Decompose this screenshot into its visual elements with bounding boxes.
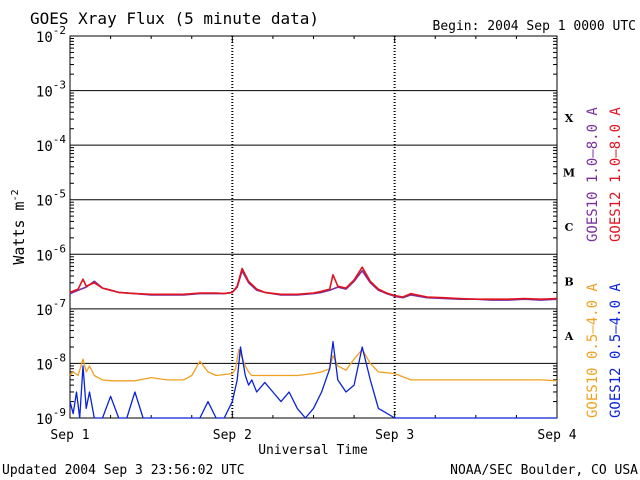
legend-entry: GOES10 1.0–8.0 A: [585, 107, 601, 242]
y-tick-exponent: -6: [53, 242, 66, 255]
y-tick-label: 10-7: [36, 297, 66, 319]
legend-entry: GOES12 1.0–8.0 A: [608, 107, 624, 242]
y-tick-exponent: -2: [53, 24, 66, 37]
y-tick-base: 10: [36, 30, 53, 46]
y-tick-exponent: -5: [53, 188, 66, 201]
y-tick-label: 10-3: [36, 79, 66, 101]
x-tick-label: Sep 2: [213, 428, 252, 443]
x-axis-label: Universal Time: [258, 443, 368, 458]
series-line: [69, 341, 557, 419]
series-lines: [69, 266, 558, 419]
y-tick-label: 10-6: [36, 242, 66, 264]
y-tick-label: 10-4: [36, 133, 66, 155]
x-tick-labels: Sep 1 Sep 2 Sep 3 Sep 4: [50, 428, 576, 443]
y-tick-base: 10: [36, 412, 53, 428]
legend-entry: GOES12 0.5–4.0 A: [608, 283, 624, 418]
y-axis-label: Watts m-2: [10, 189, 28, 264]
x-tick-label: Sep 1: [50, 428, 89, 443]
y-tick-label: 10-8: [36, 351, 66, 373]
y-tick-base: 10: [36, 303, 53, 319]
y-tick-label: 10-9: [36, 406, 66, 428]
y-axis-label-sup: -2: [10, 189, 21, 201]
flare-class-label: M: [563, 166, 575, 179]
y-axis-label-main: Watts m: [10, 201, 28, 264]
y-tick-base: 10: [36, 85, 53, 101]
y-tick-label: 10-2: [36, 24, 66, 46]
plot-area: [69, 35, 558, 419]
x-tick-label: Sep 3: [375, 428, 414, 443]
flare-class-label: X: [565, 112, 574, 125]
chart-title: GOES Xray Flux (5 minute data): [30, 9, 319, 28]
y-tick-labels: 10-210-310-410-510-610-710-810-9: [36, 24, 66, 428]
flare-class-label: A: [564, 330, 574, 343]
legend: GOES10 1.0–8.0 A GOES12 1.0–8.0 A GOES10 0…: [585, 107, 624, 418]
legend-entry: GOES10 0.5–4.0 A: [585, 283, 601, 418]
y-tick-exponent: -4: [53, 133, 67, 146]
y-tick-exponent: -8: [53, 351, 66, 364]
begin-label: Begin: 2004 Sep 1 0000 UTC: [433, 19, 637, 34]
flare-class-label: B: [564, 276, 573, 289]
y-tick-base: 10: [36, 139, 53, 155]
y-tick-base: 10: [36, 248, 53, 264]
y-tick-base: 10: [36, 357, 53, 373]
y-axis-ticks: [70, 37, 557, 403]
decade-gridlines: [70, 90, 557, 364]
flare-class-labels: X M C B A: [563, 112, 575, 343]
footer-updated: Updated 2004 Sep 3 23:56:02 UTC: [2, 463, 245, 478]
series-line: [69, 348, 558, 382]
footer-credit: NOAA/SEC Boulder, CO USA: [450, 463, 638, 478]
y-tick-base: 10: [36, 194, 53, 210]
y-tick-exponent: -3: [53, 79, 66, 92]
y-tick-exponent: -7: [53, 297, 66, 310]
flare-class-label: C: [565, 221, 574, 234]
series-line: [69, 266, 558, 301]
x-tick-label: Sep 4: [537, 428, 576, 443]
y-tick-exponent: -9: [53, 406, 66, 419]
day-dividers: [69, 36, 558, 418]
y-tick-label: 10-5: [36, 188, 66, 210]
